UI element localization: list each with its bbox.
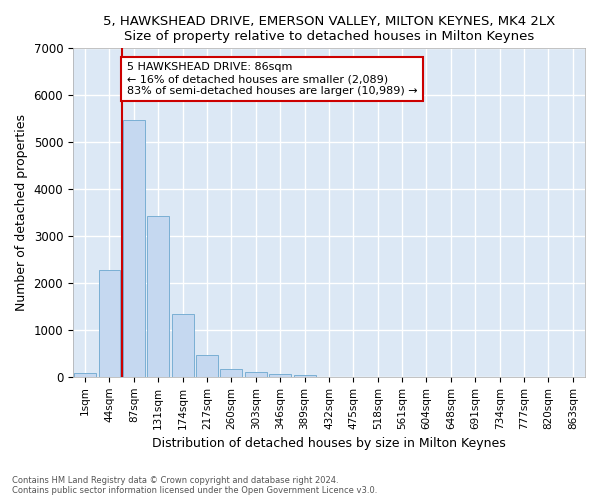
X-axis label: Distribution of detached houses by size in Milton Keynes: Distribution of detached houses by size … bbox=[152, 437, 506, 450]
Y-axis label: Number of detached properties: Number of detached properties bbox=[15, 114, 28, 311]
Bar bbox=[123, 120, 145, 377]
Bar bbox=[293, 375, 316, 377]
Bar bbox=[220, 370, 242, 377]
Text: Contains HM Land Registry data © Crown copyright and database right 2024.
Contai: Contains HM Land Registry data © Crown c… bbox=[12, 476, 377, 495]
Text: 5 HAWKSHEAD DRIVE: 86sqm
← 16% of detached houses are smaller (2,089)
83% of sem: 5 HAWKSHEAD DRIVE: 86sqm ← 16% of detach… bbox=[127, 62, 417, 96]
Bar bbox=[74, 373, 96, 377]
Bar bbox=[172, 314, 194, 377]
Bar bbox=[245, 372, 267, 377]
Bar bbox=[147, 216, 169, 377]
Bar bbox=[269, 374, 291, 377]
Bar bbox=[196, 355, 218, 377]
Title: 5, HAWKSHEAD DRIVE, EMERSON VALLEY, MILTON KEYNES, MK4 2LX
Size of property rela: 5, HAWKSHEAD DRIVE, EMERSON VALLEY, MILT… bbox=[103, 15, 555, 43]
Bar bbox=[98, 270, 121, 377]
